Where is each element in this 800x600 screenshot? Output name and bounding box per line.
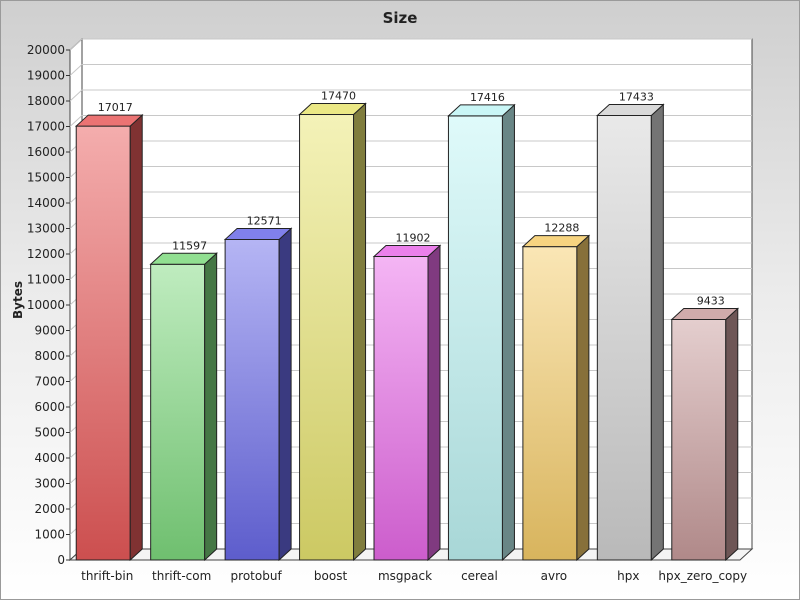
bar-front (522, 246, 578, 561)
bar-protobuf (223, 227, 293, 562)
x-tick-label-protobuf: protobuf (231, 569, 283, 583)
y-tick-label: 7000 (34, 375, 65, 389)
y-tick-label: 15000 (27, 171, 65, 185)
bar-hpx (596, 103, 665, 562)
bar-thrift-com (149, 252, 218, 562)
bar-front (299, 114, 355, 561)
bar-top (223, 227, 293, 240)
x-axis-labels: thrift-bin thrift-com protobuf boost msgpack… (81, 569, 747, 583)
y-tick-label: 19000 (27, 69, 65, 83)
y-axis-title: Bytes (11, 281, 25, 319)
x-tick-label-thrift-com: thrift-com (152, 569, 211, 583)
x-tick-label-avro: avro (541, 569, 567, 583)
data-label-boost: 17470 (321, 90, 356, 103)
bars (74, 102, 740, 562)
y-tick-label: 14000 (27, 196, 65, 210)
bar-top (670, 307, 740, 320)
bar-front (150, 263, 206, 561)
y-tick-label: 3000 (34, 477, 65, 491)
bar-side (501, 103, 515, 562)
grid-line (69, 89, 83, 102)
y-tick-label: 6000 (34, 400, 65, 414)
x-tick-label-cereal: cereal (461, 569, 498, 583)
bar-cereal (447, 103, 516, 562)
bar-front (671, 318, 727, 561)
bar-top (149, 252, 218, 265)
data-label-thrift-com: 11597 (172, 239, 207, 252)
grid-line (69, 64, 83, 76)
data-label-avro: 12288 (544, 222, 579, 235)
x-tick-label-hpx: hpx (617, 569, 639, 583)
data-label-thrift-bin: 17017 (98, 101, 133, 114)
chart-title: Size (383, 9, 418, 27)
bar-front (373, 255, 429, 561)
data-labels: 17017 11597 12571 17470 11902 17416 12288 17433… (98, 90, 725, 308)
y-tick-label: 10000 (27, 298, 65, 312)
bar-thrift-bin (74, 113, 144, 562)
grid-line (69, 115, 83, 127)
bar-side (725, 307, 739, 562)
x-tick-label-thrift-bin: thrift-bin (81, 569, 133, 583)
y-tick-label: 8000 (34, 349, 65, 363)
y-tick-label: 17000 (27, 120, 65, 134)
bar-top (372, 244, 442, 257)
bar-boost (298, 102, 367, 562)
y-tick-label: 11000 (27, 273, 65, 287)
bar-top (74, 114, 144, 127)
y-tick-label: 1000 (34, 528, 65, 542)
bar-side (129, 113, 143, 562)
y-tick-label: 20000 (27, 43, 65, 57)
x-tick-label-msgpack: msgpack (378, 569, 432, 583)
bar-front (75, 125, 131, 561)
bar-side (353, 102, 367, 562)
y-tick-label: 0 (57, 553, 65, 567)
bar-top (596, 103, 665, 116)
bar-top (521, 235, 591, 248)
bar-msgpack (372, 244, 442, 562)
y-tick-label: 18000 (27, 94, 65, 108)
x-tick-label-hpx_zero_copy: hpx_zero_copy (658, 569, 747, 583)
bar-side (204, 252, 218, 562)
y-tick-label: 12000 (27, 247, 65, 261)
y-tick-label: 13000 (27, 222, 65, 236)
y-tick-label: 5000 (34, 426, 65, 440)
data-label-hpx: 17433 (619, 90, 654, 103)
data-label-msgpack: 11902 (396, 231, 431, 244)
bar-front (447, 115, 503, 561)
data-label-protobuf: 12571 (247, 214, 282, 227)
bar-top (298, 103, 367, 116)
x-tick-label-boost: boost (314, 569, 348, 583)
bar-side (427, 244, 441, 562)
bar-side (576, 234, 590, 562)
bar-side (278, 227, 292, 562)
y-axis-ticks: 0 1000 2000 3000 4000 5000 6000 7000 8000 9000 100… (27, 43, 70, 567)
y-tick-label: 2000 (34, 502, 65, 516)
y-tick-label: 4000 (34, 451, 65, 465)
bar-front (596, 114, 652, 561)
y-tick-label: 9000 (34, 324, 65, 338)
bar-top (447, 104, 516, 117)
bar-avro (521, 234, 591, 562)
grid-line (69, 38, 83, 51)
data-label-cereal: 17416 (470, 91, 505, 104)
data-label-hpx_zero_copy: 9433 (697, 294, 725, 307)
bar-side (650, 103, 664, 562)
y-tick-label: 16000 (27, 145, 65, 159)
bar-hpx_zero_copy (670, 307, 740, 562)
bar-front (224, 238, 280, 561)
